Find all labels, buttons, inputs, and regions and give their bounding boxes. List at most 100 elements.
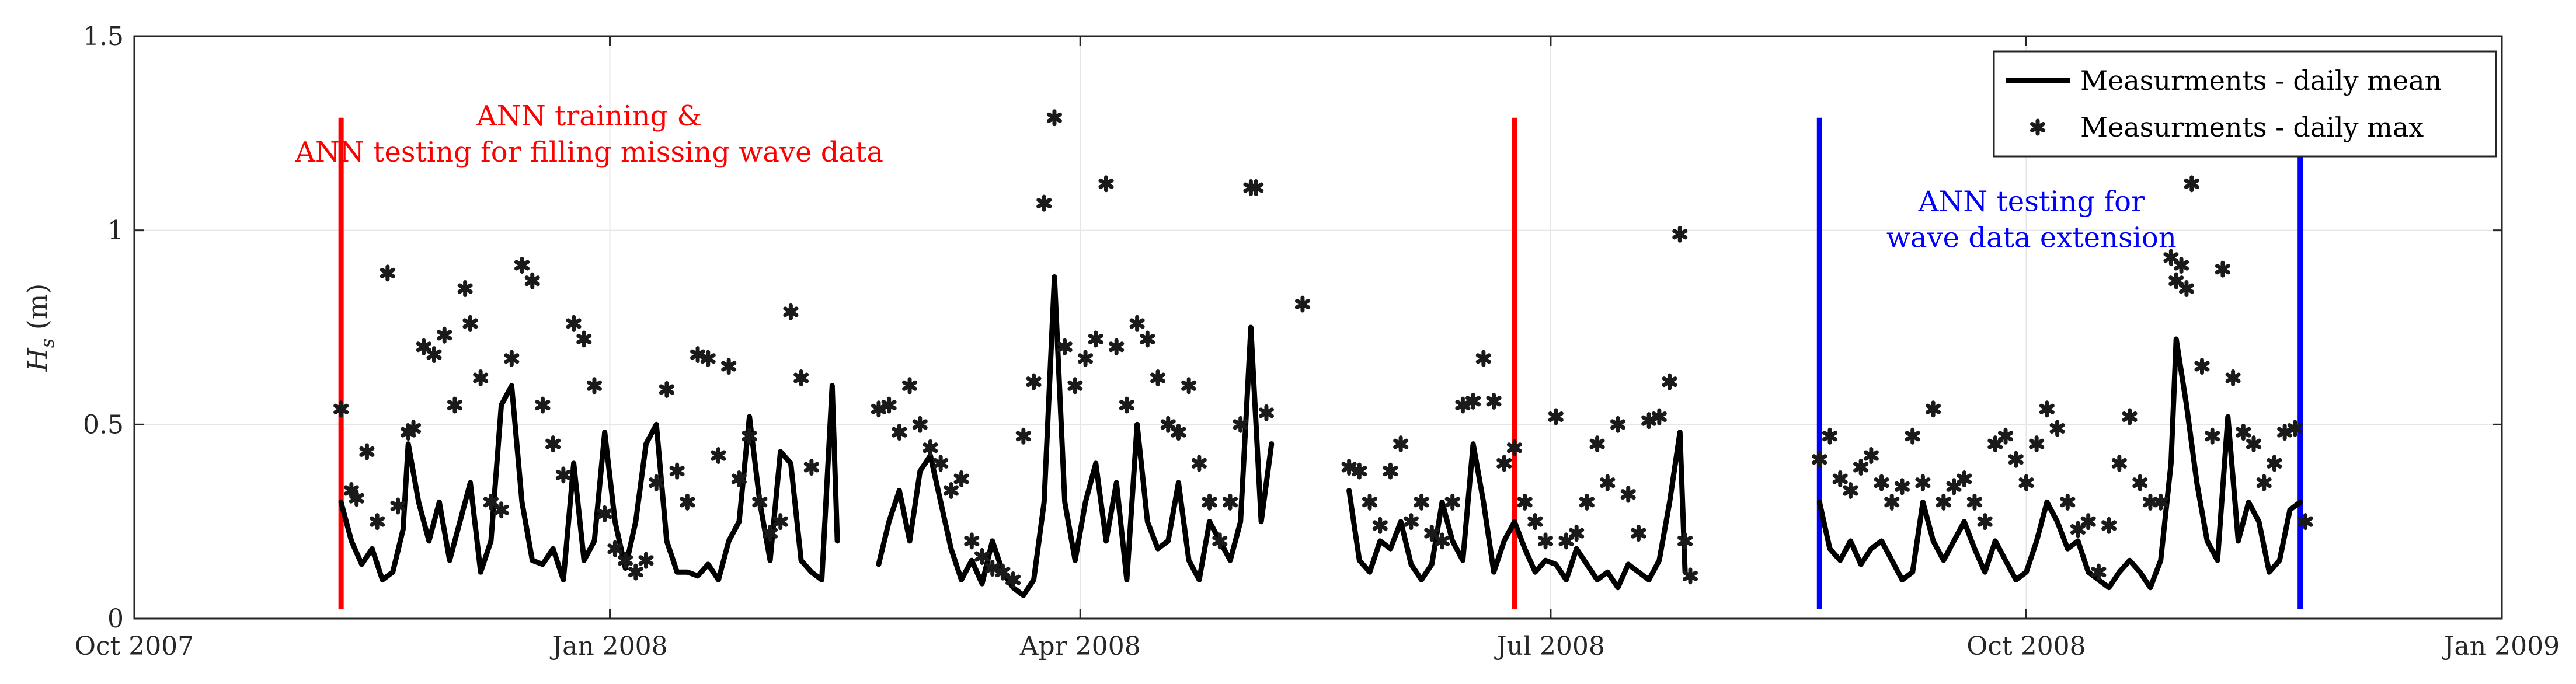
max-marker-71	[1109, 338, 1125, 355]
max-marker-54	[933, 455, 949, 472]
max-marker-110	[1569, 525, 1585, 542]
max-marker-151	[2101, 517, 2117, 534]
max-marker-79	[1191, 455, 1207, 472]
max-marker-111	[1579, 493, 1595, 511]
max-marker-169	[2267, 455, 2282, 472]
mean-line-segment-2	[1346, 430, 1688, 591]
max-marker-66	[1057, 338, 1073, 355]
y-tick-label-1: 0.5	[83, 410, 124, 439]
max-marker-104	[1506, 439, 1522, 456]
max-marker-141	[1998, 427, 2014, 445]
max-marker-127	[1853, 459, 1869, 476]
max-marker-10	[426, 346, 442, 364]
max-marker-159	[2174, 257, 2189, 274]
max-marker-118	[1651, 408, 1667, 425]
mean-line-segment-3	[1816, 336, 2303, 591]
max-marker-33	[659, 381, 674, 398]
max-marker-86	[1258, 404, 1274, 421]
max-marker-122	[1682, 567, 1698, 585]
max-marker-8	[406, 420, 422, 437]
max-marker-146	[2049, 420, 2065, 437]
max-marker-131	[1894, 478, 1910, 495]
max-marker-13	[457, 280, 473, 297]
max-marker-149	[2080, 513, 2096, 531]
max-marker-107	[1538, 532, 1554, 550]
legend: Measurments - daily mean Measurments - d…	[1993, 50, 2497, 158]
y-tick-label-3: 1.5	[83, 22, 124, 51]
max-marker-62	[1015, 427, 1031, 445]
max-marker-49	[881, 396, 897, 414]
y-axis-label-sub: s	[36, 338, 58, 348]
max-marker-34	[669, 462, 685, 480]
max-marker-12	[447, 396, 462, 414]
max-marker-114	[1610, 416, 1626, 433]
max-marker-134	[1926, 400, 1941, 418]
max-marker-103	[1496, 455, 1512, 472]
max-marker-29	[618, 552, 633, 569]
max-marker-19	[514, 257, 530, 274]
max-marker-106	[1527, 513, 1543, 531]
max-marker-123	[1812, 451, 1827, 468]
max-marker-154	[2132, 474, 2148, 491]
max-marker-95	[1414, 493, 1429, 511]
max-marker-150	[2091, 563, 2107, 581]
max-marker-35	[680, 493, 695, 511]
max-marker-133	[1915, 474, 1931, 491]
max-marker-96	[1424, 525, 1440, 542]
max-marker-129	[1874, 474, 1889, 491]
max-marker-70	[1098, 175, 1114, 193]
max-marker-67	[1067, 377, 1083, 395]
axes: Oct 2007 Jan 2008 Apr 2008 Jul 2008 Oct 2008…	[75, 22, 2560, 661]
max-marker-109	[1558, 532, 1574, 550]
legend-label-daily-max: Measurments - daily max	[2080, 111, 2424, 143]
max-marker-144	[2029, 435, 2045, 453]
annotation-0-line-1: ANN testing for filling missing wave dat…	[294, 136, 883, 169]
max-marker-65	[1046, 109, 1062, 127]
max-marker-113	[1600, 474, 1616, 491]
max-marker-153	[2122, 408, 2138, 425]
max-marker-22	[545, 435, 561, 453]
max-marker-166	[2236, 424, 2251, 441]
max-marker-28	[607, 540, 623, 557]
max-marker-21	[535, 396, 551, 414]
max-marker-94	[1403, 513, 1419, 531]
y-tick-label-0: 0	[107, 604, 124, 634]
max-marker-18	[504, 350, 520, 367]
max-marker-102	[1486, 392, 1502, 410]
max-marker-41	[742, 427, 757, 445]
max-marker-81	[1212, 532, 1228, 550]
max-marker-11	[437, 326, 452, 344]
max-marker-23	[555, 466, 571, 484]
max-marker-6	[390, 497, 406, 515]
max-marker-30	[628, 563, 643, 581]
max-marker-27	[597, 505, 612, 522]
max-marker-165	[2225, 369, 2241, 386]
max-marker-25	[576, 330, 592, 348]
max-marker-57	[964, 532, 980, 550]
y-axis-label-unit: (m)	[22, 284, 53, 338]
max-marker-90	[1362, 493, 1378, 511]
max-marker-16	[483, 493, 499, 511]
max-marker-14	[462, 315, 478, 332]
max-marker-82	[1222, 493, 1238, 511]
max-marker-52	[912, 416, 928, 433]
max-marker-108	[1548, 408, 1564, 425]
max-marker-47	[803, 459, 819, 476]
max-marker-46	[793, 369, 809, 386]
annotation-1-line-0: ANN testing for	[1918, 185, 2145, 218]
max-marker-120	[1672, 225, 1688, 243]
max-marker-31	[638, 552, 654, 569]
max-marker-139	[1977, 513, 1993, 531]
max-marker-138	[1966, 493, 1982, 511]
max-marker-93	[1393, 435, 1409, 453]
max-marker-167	[2246, 435, 2262, 453]
max-marker-147	[2060, 493, 2076, 511]
max-marker-97	[1434, 532, 1450, 550]
max-marker-80	[1202, 493, 1217, 511]
max-marker-53	[923, 439, 938, 456]
legend-label-daily-mean: Measurments - daily mean	[2080, 65, 2442, 96]
max-marker-157	[2163, 249, 2179, 266]
y-axis-label-main: H	[22, 347, 53, 372]
max-marker-64	[1036, 194, 1052, 212]
legend-marker	[2030, 118, 2046, 136]
